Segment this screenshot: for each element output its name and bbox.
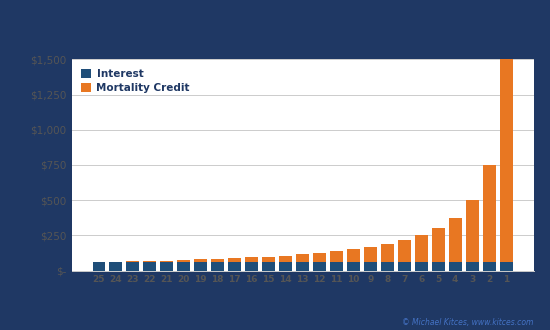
Bar: [245, 257, 258, 262]
Bar: [347, 249, 360, 262]
Bar: [177, 260, 190, 262]
Bar: [161, 262, 173, 271]
Y-axis label: Annual Dividend: Annual Dividend: [13, 111, 26, 219]
Bar: [92, 262, 105, 271]
Bar: [211, 262, 224, 271]
Bar: [245, 262, 258, 271]
Bar: [364, 262, 377, 271]
Bar: [126, 261, 139, 262]
Title: ANNUAL DIVIDEND OF TONTINE AGREEMENT
WITH 6% INTEREST RATE & 25 PARTICIPANTS: ANNUAL DIVIDEND OF TONTINE AGREEMENT WIT…: [135, 24, 470, 54]
Bar: [126, 262, 139, 271]
Bar: [194, 259, 207, 262]
Bar: [279, 262, 292, 271]
Bar: [500, 59, 513, 262]
Bar: [313, 262, 326, 271]
Bar: [381, 244, 394, 262]
Bar: [228, 258, 241, 262]
Bar: [296, 254, 309, 262]
Bar: [466, 200, 478, 262]
Bar: [262, 262, 275, 271]
Legend: Interest, Mortality Credit: Interest, Mortality Credit: [76, 65, 194, 98]
Bar: [296, 262, 309, 271]
Bar: [432, 262, 444, 271]
Bar: [262, 256, 275, 262]
Bar: [500, 262, 513, 271]
Bar: [211, 259, 224, 262]
Bar: [415, 235, 428, 262]
Bar: [449, 218, 461, 262]
Bar: [483, 165, 496, 262]
Bar: [415, 262, 428, 271]
Bar: [483, 262, 496, 271]
Bar: [194, 262, 207, 271]
Bar: [449, 262, 461, 271]
Bar: [347, 262, 360, 271]
Bar: [313, 253, 326, 262]
Bar: [330, 262, 343, 271]
Text: © Michael Kitces, www.kitces.com: © Michael Kitces, www.kitces.com: [402, 318, 534, 327]
Bar: [381, 262, 394, 271]
Bar: [330, 251, 343, 262]
Bar: [432, 228, 444, 262]
Bar: [466, 262, 478, 271]
Bar: [161, 261, 173, 262]
X-axis label: Number of Survivors: Number of Survivors: [234, 290, 371, 303]
Bar: [144, 262, 156, 271]
Bar: [109, 262, 122, 271]
Bar: [398, 241, 411, 262]
Bar: [177, 262, 190, 271]
Bar: [398, 262, 411, 271]
Bar: [144, 261, 156, 262]
Bar: [364, 247, 377, 262]
Bar: [228, 262, 241, 271]
Bar: [279, 255, 292, 262]
